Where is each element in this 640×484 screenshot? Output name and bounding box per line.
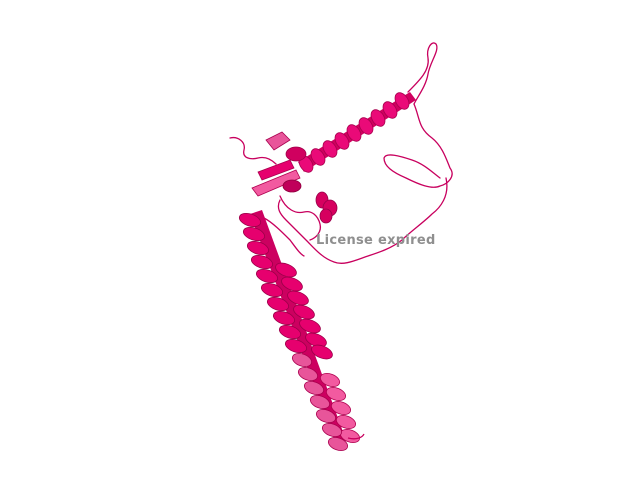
beta-sheet xyxy=(251,131,307,197)
helix-upper xyxy=(298,92,416,173)
license-watermark: License expired xyxy=(316,233,436,248)
helix-small xyxy=(315,191,338,224)
coil-loops xyxy=(229,42,453,264)
helix-bundle xyxy=(238,210,365,451)
